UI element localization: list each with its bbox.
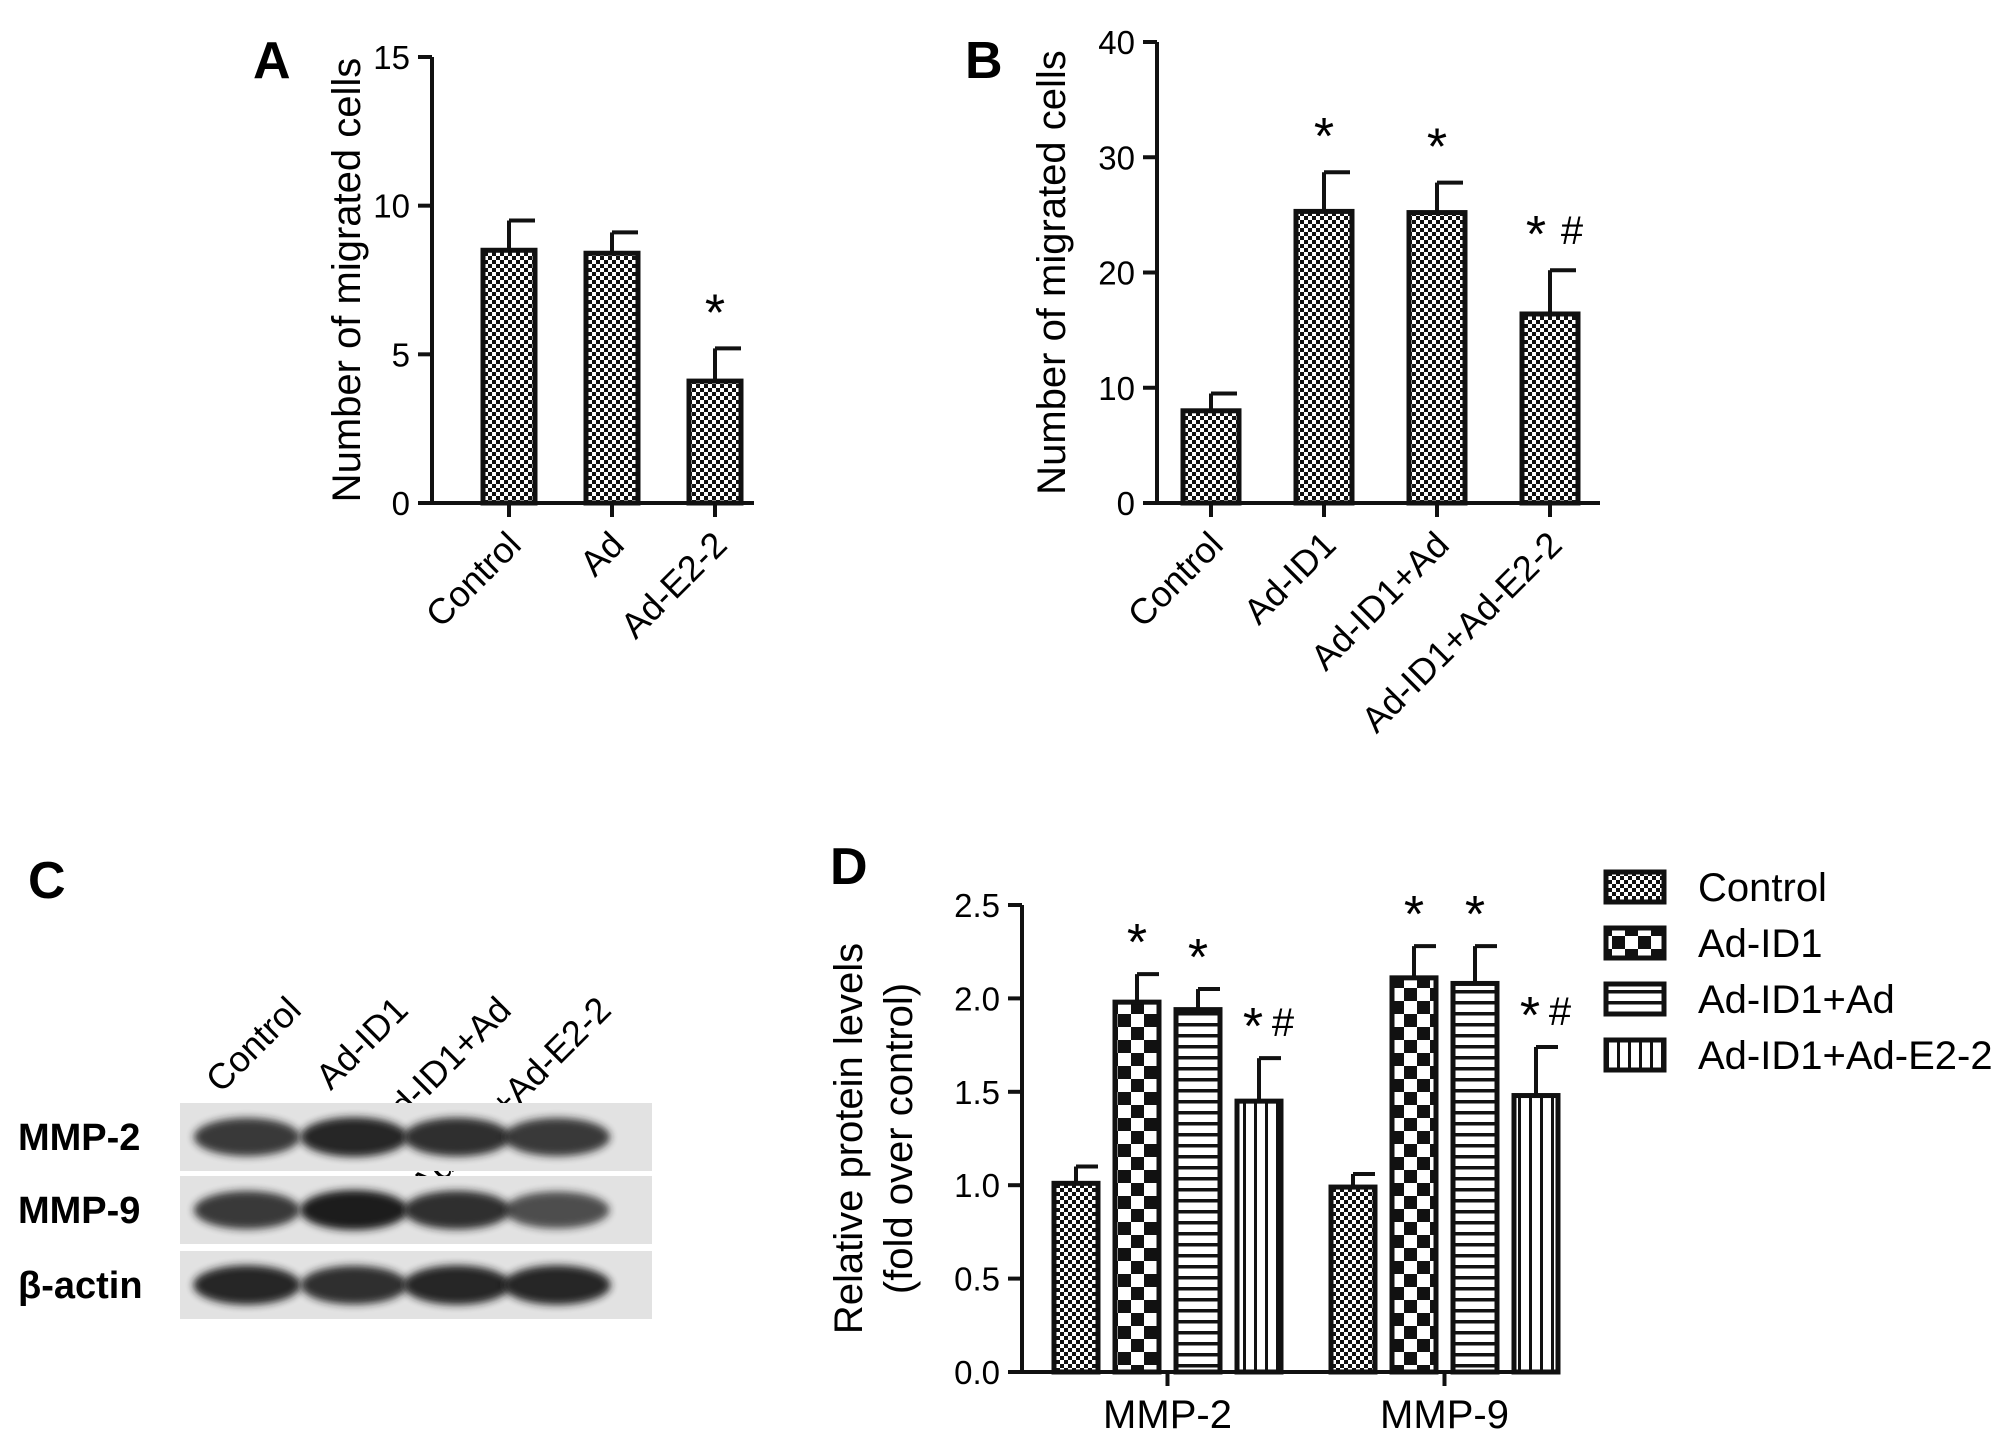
chart-d-significance-star: * — [1465, 886, 1485, 944]
chart-a-bar — [480, 247, 538, 506]
chart-d-bar — [1450, 980, 1500, 1375]
chart-a-y-tick-label: 5 — [392, 336, 410, 373]
blot-band — [300, 1265, 408, 1305]
blot-band — [193, 1190, 301, 1230]
chart-b: 0 10 20 30 40 Number of migrated cells Control… — [1030, 24, 1600, 740]
chart-d: 0.0 0.5 1.0 1.5 2.0 2.5 Relative protein level… — [827, 866, 1993, 1437]
legend-swatch — [1603, 869, 1667, 905]
chart-d-bar — [1328, 1184, 1378, 1375]
chart-b-bar — [1519, 311, 1581, 506]
chart-b-significance-hash: # — [1561, 209, 1584, 253]
blot-band — [503, 1265, 611, 1305]
chart-d-significance-star: * — [1404, 886, 1424, 944]
chart-b-y-axis-title: Number of migrated cells — [1030, 50, 1074, 495]
legend-label: Ad-ID1+Ad-E2-2 — [1698, 1034, 1993, 1078]
chart-a-significance-star: * — [705, 284, 725, 342]
chart-d-bar — [1112, 999, 1162, 1375]
chart-d-significance-hash: # — [1272, 1001, 1295, 1045]
blot-band — [403, 1265, 511, 1305]
panel-letter-c: C — [28, 852, 66, 910]
chart-a-x-tick-label: Ad-E2-2 — [612, 524, 734, 646]
chart-b-significance-star: * — [1314, 108, 1334, 166]
legend-label: Ad-ID1+Ad — [1698, 978, 1895, 1022]
chart-b-bar — [1406, 210, 1468, 506]
chart-d-x-tick-label: MMP-2 — [1103, 1393, 1232, 1437]
blot-row-label: MMP-2 — [18, 1117, 140, 1159]
blot-band — [403, 1190, 511, 1230]
chart-d-x-tick-label: MMP-9 — [1380, 1393, 1509, 1437]
blot-band — [193, 1265, 301, 1305]
chart-b-y-tick-label: 30 — [1098, 139, 1135, 176]
legend-swatch — [1603, 1037, 1667, 1073]
chart-d-bar — [1173, 1007, 1223, 1375]
chart-a-bar — [686, 378, 744, 506]
legend-label: Ad-ID1 — [1698, 922, 1823, 966]
panel-letter-b: B — [965, 32, 1003, 90]
chart-a-y-tick-label: 10 — [373, 188, 410, 225]
legend-swatch — [1603, 981, 1667, 1017]
chart-d-bar — [1511, 1093, 1561, 1375]
chart-b-bar — [1293, 208, 1355, 506]
chart-d-significance-star: * — [1520, 987, 1540, 1045]
chart-d-y-tick-label: 0.0 — [954, 1354, 1000, 1391]
chart-d-significance-star: * — [1243, 998, 1263, 1056]
western-blot: ControlAd-ID1Ad-ID1+AdAd-ID1+Ad-E2-2MMP-… — [18, 989, 652, 1319]
chart-d-y-tick-label: 1.5 — [954, 1074, 1000, 1111]
blot-lane-x-tick-label: Control — [198, 989, 309, 1100]
blot-band — [300, 1117, 408, 1157]
chart-d-significance-hash: # — [1549, 990, 1572, 1034]
chart-b-y-tick-label: 40 — [1098, 24, 1135, 61]
blot-band — [504, 1191, 610, 1229]
chart-d-significance-star: * — [1127, 914, 1147, 972]
blot-row-label: β-actin — [18, 1265, 143, 1307]
chart-b-x-tick-label: Ad-ID1 — [1235, 524, 1343, 632]
chart-d-significance-star: * — [1188, 929, 1208, 987]
chart-d-y-tick-label: 2.0 — [954, 980, 1000, 1017]
chart-b-y-tick-label: 20 — [1098, 255, 1135, 292]
panel-letter-a: A — [253, 32, 291, 90]
blot-band — [503, 1117, 611, 1157]
blot-band — [300, 1190, 408, 1230]
chart-a-y-axis-title: Number of migrated cells — [325, 58, 369, 503]
chart-b-significance-star: * — [1526, 206, 1546, 264]
chart-d-bar — [1389, 975, 1439, 1375]
chart-b-x-tick-label: Control — [1120, 524, 1231, 635]
blot-band — [193, 1117, 301, 1157]
chart-d-y-tick-label: 0.5 — [954, 1261, 1000, 1298]
blot-row-label: MMP-9 — [18, 1190, 140, 1232]
chart-d-y-axis-title: Relative protein levels — [827, 943, 871, 1334]
chart-b-y-tick-label: 10 — [1098, 370, 1135, 407]
chart-b-significance-star: * — [1427, 119, 1447, 177]
chart-a-y-tick-label: 15 — [373, 39, 410, 76]
chart-b-x-tick-label: Ad-ID1+Ad-E2-2 — [1353, 524, 1569, 740]
legend-swatch — [1603, 925, 1667, 961]
chart-d-y-tick-label: 1.0 — [954, 1167, 1000, 1204]
blot-band — [403, 1117, 511, 1157]
legend-label: Control — [1698, 866, 1827, 910]
chart-a-x-tick-label: Ad — [572, 524, 632, 584]
chart-d-y-axis-subtitle: (fold over control) — [877, 983, 921, 1294]
panel-letter-d: D — [830, 838, 868, 896]
chart-a-bar — [583, 250, 641, 506]
chart-b-bar — [1180, 408, 1242, 506]
chart-b-y-tick-label: 0 — [1117, 485, 1135, 522]
chart-d-y-tick-label: 2.5 — [954, 887, 1000, 924]
chart-d-bar — [1051, 1180, 1101, 1375]
chart-a-x-tick-label: Control — [418, 524, 529, 635]
chart-d-bar — [1234, 1098, 1284, 1375]
chart-a-y-tick-label: 0 — [392, 485, 410, 522]
